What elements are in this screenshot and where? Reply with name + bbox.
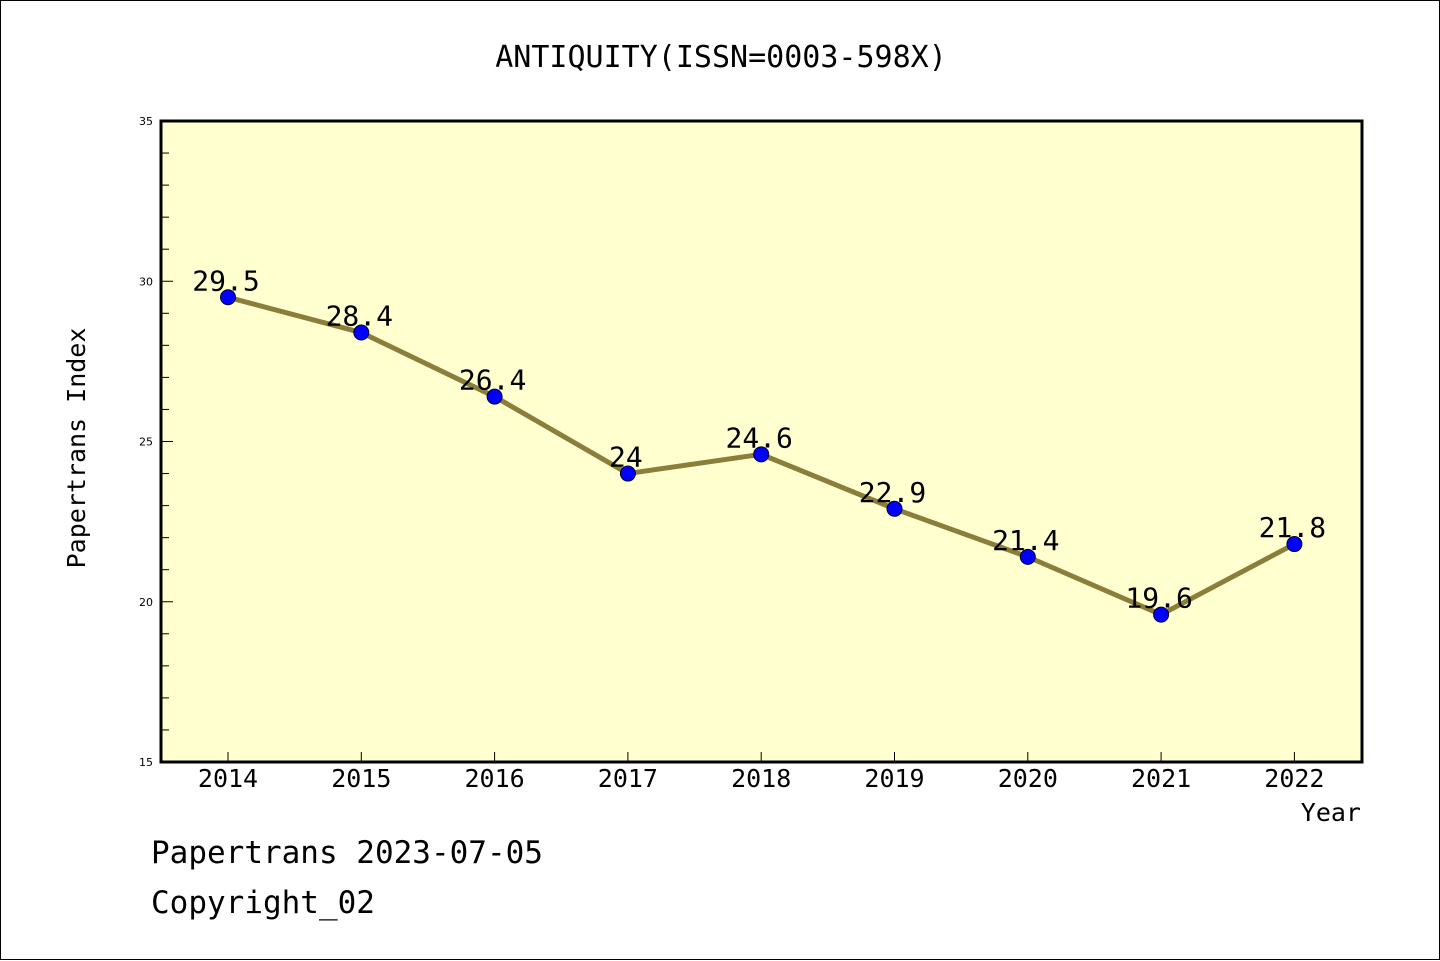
x-tick-label: 2021 [1131, 764, 1191, 793]
data-label: 21.4 [992, 524, 1059, 557]
x-tick-label: 2022 [1264, 764, 1324, 793]
data-label: 24 [609, 441, 643, 474]
x-tick-label: 2019 [864, 764, 924, 793]
x-axis-label: Year [1301, 798, 1361, 827]
data-label: 26.4 [459, 364, 526, 397]
data-label: 28.4 [326, 300, 393, 333]
x-tick-label: 2014 [198, 764, 258, 793]
data-label: 22.9 [859, 476, 926, 509]
x-tick-label: 2017 [598, 764, 658, 793]
y-axis-label: Papertrans Index [62, 328, 91, 569]
data-point [886, 500, 903, 517]
y-tick-label: 35 [139, 115, 153, 128]
x-tick-label: 2016 [464, 764, 524, 793]
y-tick-label: 15 [139, 756, 153, 769]
data-label: 29.5 [192, 264, 259, 297]
y-tick-label: 25 [139, 436, 153, 449]
footer-copyright: Copyright_02 [151, 885, 375, 921]
y-axis: 15 20 25 30 35 [139, 115, 173, 769]
footer-date: Papertrans 2023-07-05 [151, 835, 543, 871]
data-point [753, 446, 770, 463]
data-label: 21.8 [1259, 511, 1326, 544]
data-point [353, 324, 370, 341]
data-label: 19.6 [1125, 582, 1192, 615]
y-tick-label: 20 [139, 596, 153, 609]
series-papertrans-index: 29.5 28.4 26.4 24 24.6 22.9 21.4 19.6 21.8 [192, 264, 1326, 623]
data-point [220, 289, 236, 306]
data-point [619, 465, 636, 482]
data-point [1286, 536, 1303, 553]
data-point [1153, 606, 1170, 623]
x-tick-label: 2020 [998, 764, 1058, 793]
x-tick-label: 2018 [731, 764, 791, 793]
x-axis: 2014 2015 2016 2017 2018 2019 2020 2021 2022 [198, 752, 1325, 793]
y-tick-label: 30 [139, 275, 153, 288]
plot-area [159, 119, 1364, 764]
data-point [1019, 548, 1036, 565]
data-point [486, 388, 503, 405]
data-label: 24.6 [725, 421, 792, 454]
chart-title: ANTIQUITY(ISSN=0003-598X) [495, 40, 947, 75]
x-tick-label: 2015 [331, 764, 391, 793]
